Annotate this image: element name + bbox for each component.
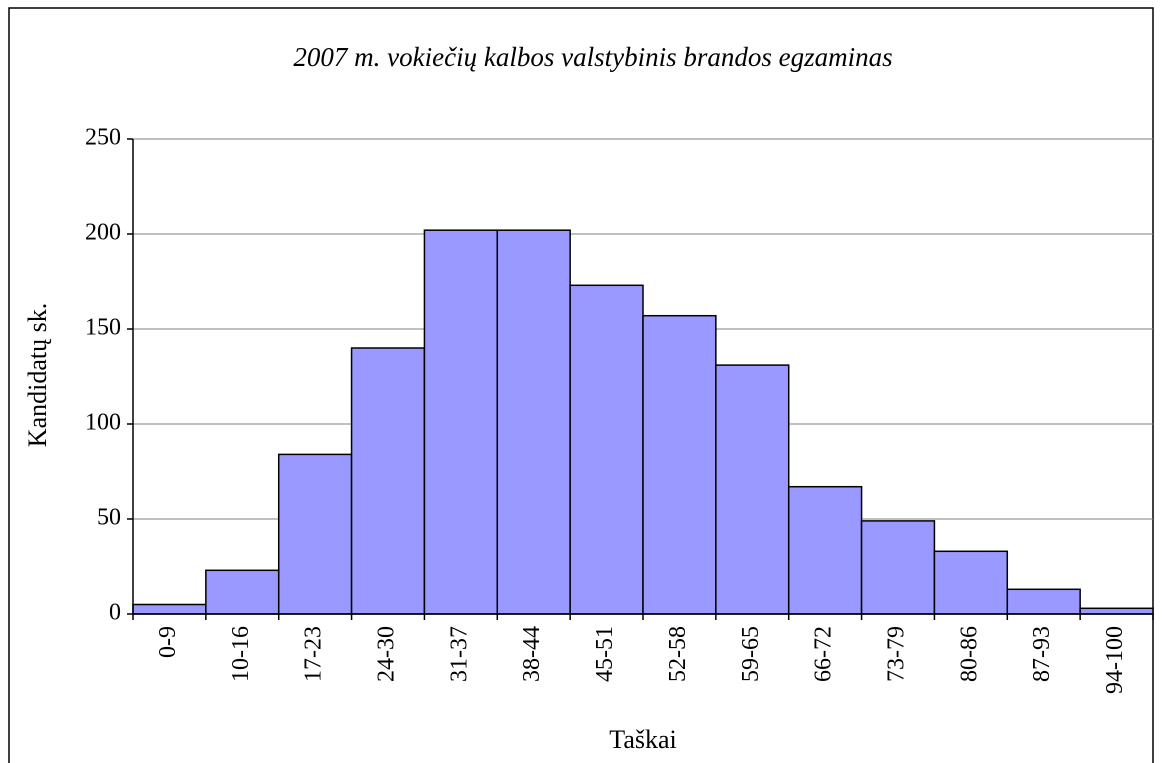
- bar: [496, 229, 571, 615]
- x-tick-label: 52-58: [665, 626, 691, 682]
- x-tick-label: 31-37: [446, 626, 472, 682]
- x-tick-label: 10-16: [228, 626, 254, 682]
- x-tick-label: 59-65: [738, 626, 764, 682]
- bar: [350, 347, 426, 615]
- x-tick-label: 94-100: [1102, 626, 1128, 694]
- y-tick-label: 100: [85, 410, 121, 436]
- x-tick-label: 45-51: [592, 626, 618, 682]
- x-tick-label: 17-23: [301, 626, 327, 682]
- x-tick-label: 0-9: [155, 626, 181, 658]
- chart-frame: [8, 7, 1154, 763]
- bar: [933, 550, 1009, 615]
- x-tick-label: 73-79: [884, 626, 910, 682]
- y-axis-label: Kandidatų sk.: [23, 303, 52, 447]
- x-tick-label: 87-93: [1029, 626, 1055, 682]
- bar: [787, 485, 863, 615]
- y-tick-label: 150: [85, 315, 121, 341]
- x-axis-label: Taškai: [609, 725, 677, 754]
- bar: [642, 314, 717, 615]
- bar: [715, 364, 790, 615]
- x-tick-label: 66-72: [811, 626, 837, 682]
- bar: [569, 284, 644, 615]
- bar: [205, 569, 280, 615]
- bar: [132, 603, 207, 615]
- x-tick-label: 24-30: [374, 626, 400, 682]
- bar: [277, 453, 353, 615]
- bar: [1079, 607, 1154, 615]
- bar: [860, 520, 936, 615]
- x-tick-label: 38-44: [519, 626, 545, 682]
- chart-title: 2007 m. vokiečių kalbos valstybinis bran…: [293, 42, 892, 72]
- y-tick-label: 200: [85, 220, 121, 246]
- bar: [1006, 588, 1081, 615]
- y-tick-label: 250: [85, 125, 121, 151]
- y-tick-label: 0: [109, 600, 121, 626]
- x-tick-label: 80-86: [956, 626, 982, 682]
- bar: [423, 229, 499, 615]
- y-tick-label: 50: [97, 505, 121, 531]
